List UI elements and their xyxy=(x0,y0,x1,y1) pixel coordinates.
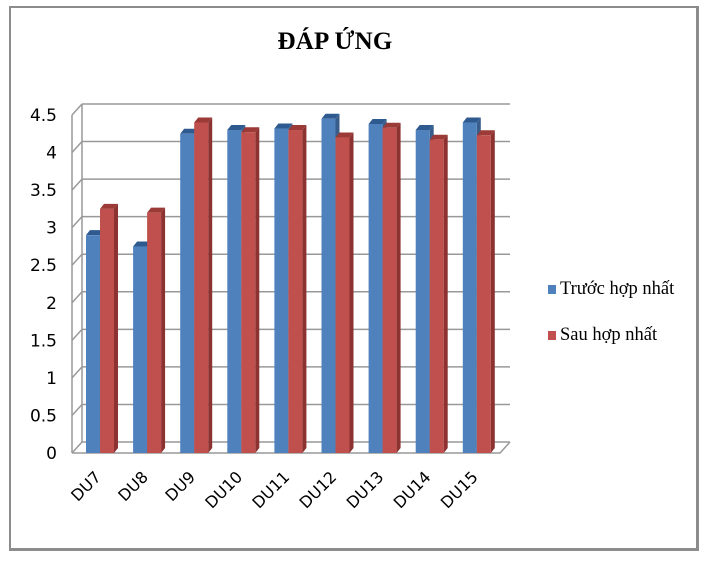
legend: Trước hợp nhất Sau hợp nhất xyxy=(548,278,674,370)
bar-group-du11 xyxy=(274,123,307,454)
y-tick-label: 0 xyxy=(46,444,57,464)
bar xyxy=(227,130,242,453)
y-tick-label: 1 xyxy=(46,369,57,389)
bar-group-du7 xyxy=(86,203,118,453)
legend-swatch-blue-icon xyxy=(548,284,556,294)
chart-frame xyxy=(9,6,699,551)
x-tick-label: DU8 xyxy=(114,467,152,505)
gridline xyxy=(71,103,510,116)
bar xyxy=(382,127,397,453)
bar xyxy=(476,135,491,453)
y-tick-label: 2 xyxy=(46,294,57,314)
bar xyxy=(180,133,195,453)
bar xyxy=(241,132,256,453)
bar-group-du14 xyxy=(415,125,448,454)
bar xyxy=(462,122,477,453)
y-axis-ticks: 0 0.5 1 1.5 2 2.5 3 3.5 4 4.5 xyxy=(30,106,57,464)
x-tick-label: DU10 xyxy=(201,467,246,512)
legend-label-before: Trước hợp nhất xyxy=(560,278,675,299)
legend-item-after: Sau hợp nhất xyxy=(548,324,674,346)
bar-group-du8 xyxy=(133,207,166,453)
y-tick-label: 3.5 xyxy=(30,181,57,201)
bar xyxy=(194,122,209,453)
x-tick-label: DU13 xyxy=(343,467,388,512)
x-axis-ticks: DU7 DU8 DU9 DU10 DU11 DU12 DU13 DU14 DU15 xyxy=(67,467,481,512)
y-tick-label: 1.5 xyxy=(30,331,57,351)
x-tick-label: DU15 xyxy=(437,467,482,512)
bar xyxy=(429,139,444,453)
bar xyxy=(368,124,383,453)
x-tick-label: DU14 xyxy=(390,467,435,512)
x-tick-label: DU12 xyxy=(296,467,341,512)
y-tick-label: 4 xyxy=(46,144,57,164)
legend-label-after: Sau hợp nhất xyxy=(560,324,658,345)
y-tick-label: 4.5 xyxy=(30,106,57,126)
bar xyxy=(288,130,303,453)
legend-item-before: Trước hợp nhất xyxy=(548,278,674,300)
bar xyxy=(100,208,114,453)
bar xyxy=(147,212,162,453)
bar-group-du10 xyxy=(227,125,260,454)
y-tick-label: 0.5 xyxy=(30,406,57,426)
bar-group-du9 xyxy=(180,117,213,453)
y-tick-label: 2.5 xyxy=(30,256,57,276)
x-tick-label: DU9 xyxy=(161,467,199,505)
bar xyxy=(415,130,430,453)
bar xyxy=(133,246,148,453)
bar xyxy=(274,128,289,453)
bars xyxy=(86,113,495,454)
bar xyxy=(335,137,350,454)
bar-group-du13 xyxy=(368,119,401,453)
bar xyxy=(86,235,100,453)
bar-group-du15 xyxy=(462,117,495,453)
x-tick-label: DU7 xyxy=(67,467,105,505)
y-tick-label: 3 xyxy=(46,219,57,239)
bar xyxy=(321,118,336,453)
bar-group-du12 xyxy=(321,113,354,454)
chart-title: ĐÁP ỨNG xyxy=(277,28,393,55)
x-tick-label: DU11 xyxy=(248,467,293,512)
legend-swatch-red-icon xyxy=(548,330,556,340)
